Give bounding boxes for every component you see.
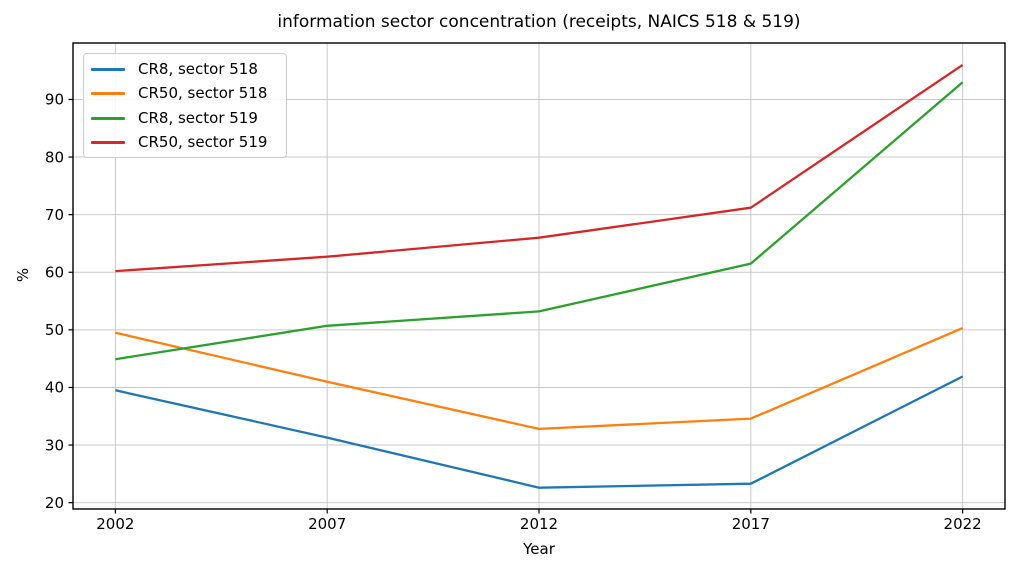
legend-label: CR50, sector 518 <box>138 84 268 103</box>
chart-title: information sector concentration (receip… <box>277 12 801 32</box>
svg-text:2022: 2022 <box>944 515 982 533</box>
svg-text:30: 30 <box>45 436 64 454</box>
series-line-3 <box>115 63 964 273</box>
legend-label: CR8, sector 519 <box>138 108 258 127</box>
legend-item: CR8, sector 518 <box>91 57 286 82</box>
series-line-0 <box>115 375 964 489</box>
svg-text:2002: 2002 <box>96 515 134 533</box>
y-axis-label: % <box>14 267 32 283</box>
legend-label: CR50, sector 519 <box>138 133 268 152</box>
svg-text:60: 60 <box>45 263 64 281</box>
svg-text:20: 20 <box>45 494 64 512</box>
svg-text:2012: 2012 <box>520 515 558 533</box>
legend-item: CR50, sector 519 <box>91 131 286 156</box>
legend-item: CR8, sector 519 <box>91 106 286 131</box>
legend-line-sample <box>91 141 125 145</box>
tick-labels: 2002 2007 2012 2017 2022 20 30 40 50 60 70 80 90 <box>45 91 982 533</box>
svg-text:2007: 2007 <box>308 515 346 533</box>
x-axis-label: Year <box>523 540 555 558</box>
legend-label: CR8, sector 518 <box>138 59 258 78</box>
series-line-1 <box>115 327 964 431</box>
svg-text:40: 40 <box>45 379 64 397</box>
legend-line-sample <box>91 116 125 120</box>
svg-text:90: 90 <box>45 91 64 109</box>
legend-line-sample <box>91 67 125 71</box>
svg-text:2017: 2017 <box>732 515 770 533</box>
legend-line-sample <box>91 92 125 96</box>
legend-item: CR50, sector 518 <box>91 82 286 107</box>
svg-text:80: 80 <box>45 148 64 166</box>
svg-text:50: 50 <box>45 321 64 339</box>
legend: CR8, sector 518 CR50, sector 518 CR8, se… <box>83 53 287 158</box>
series-line-2 <box>115 81 964 361</box>
tick-marks <box>68 98 964 514</box>
svg-text:70: 70 <box>45 206 64 224</box>
